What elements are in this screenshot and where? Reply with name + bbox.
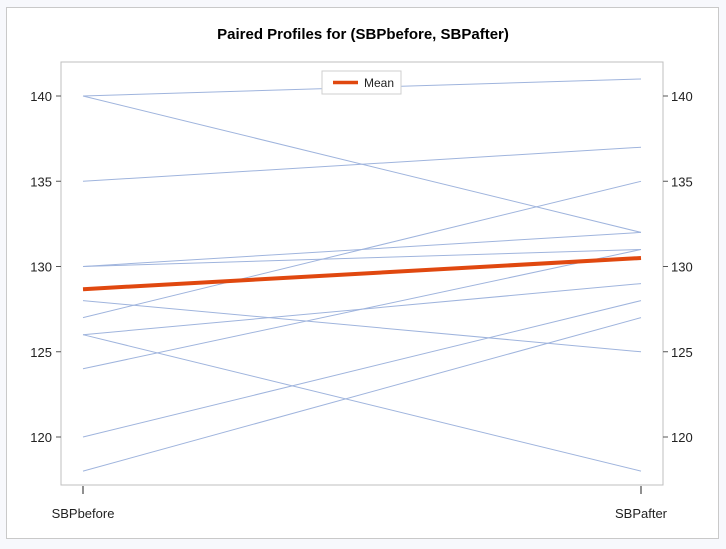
x-category-label: SBPafter (615, 506, 668, 521)
y-tick-label-right: 125 (671, 345, 693, 360)
legend-label: Mean (364, 76, 394, 90)
subject-profile-line (82, 249, 642, 267)
chart-title: Paired Profiles for (SBPbefore, SBPafter… (217, 26, 509, 43)
subject-profile-line (82, 249, 642, 370)
x-category-label: SBPbefore (52, 506, 115, 521)
profile-lines (82, 78, 642, 472)
legend: Mean (321, 70, 402, 95)
y-tick-label-right: 120 (671, 430, 693, 445)
y-tick-label-right: 140 (671, 89, 693, 104)
plot-area (60, 61, 664, 486)
subject-profile-line (82, 146, 642, 182)
y-tick-label-right: 135 (671, 174, 693, 189)
subject-profile-line (82, 300, 642, 438)
subject-profile-line (82, 317, 642, 472)
y-tick-label-left: 140 (30, 89, 52, 104)
y-tick-label-left: 130 (30, 260, 52, 275)
mean-profile-line (82, 256, 642, 292)
subject-profile-line (82, 300, 642, 353)
subject-profile-line (82, 334, 642, 472)
subject-profile-line (82, 180, 642, 319)
mean-line (82, 256, 642, 292)
right-y-axis: 120 125 130 135 140 (663, 89, 693, 445)
y-tick-label-right: 130 (671, 260, 693, 275)
left-y-axis: 120 125 130 135 140 (30, 89, 61, 445)
x-axis: SBPbefore SBPafter (52, 486, 668, 521)
y-tick-label-left: 135 (30, 174, 52, 189)
y-tick-label-left: 125 (30, 345, 52, 360)
y-tick-label-left: 120 (30, 430, 52, 445)
